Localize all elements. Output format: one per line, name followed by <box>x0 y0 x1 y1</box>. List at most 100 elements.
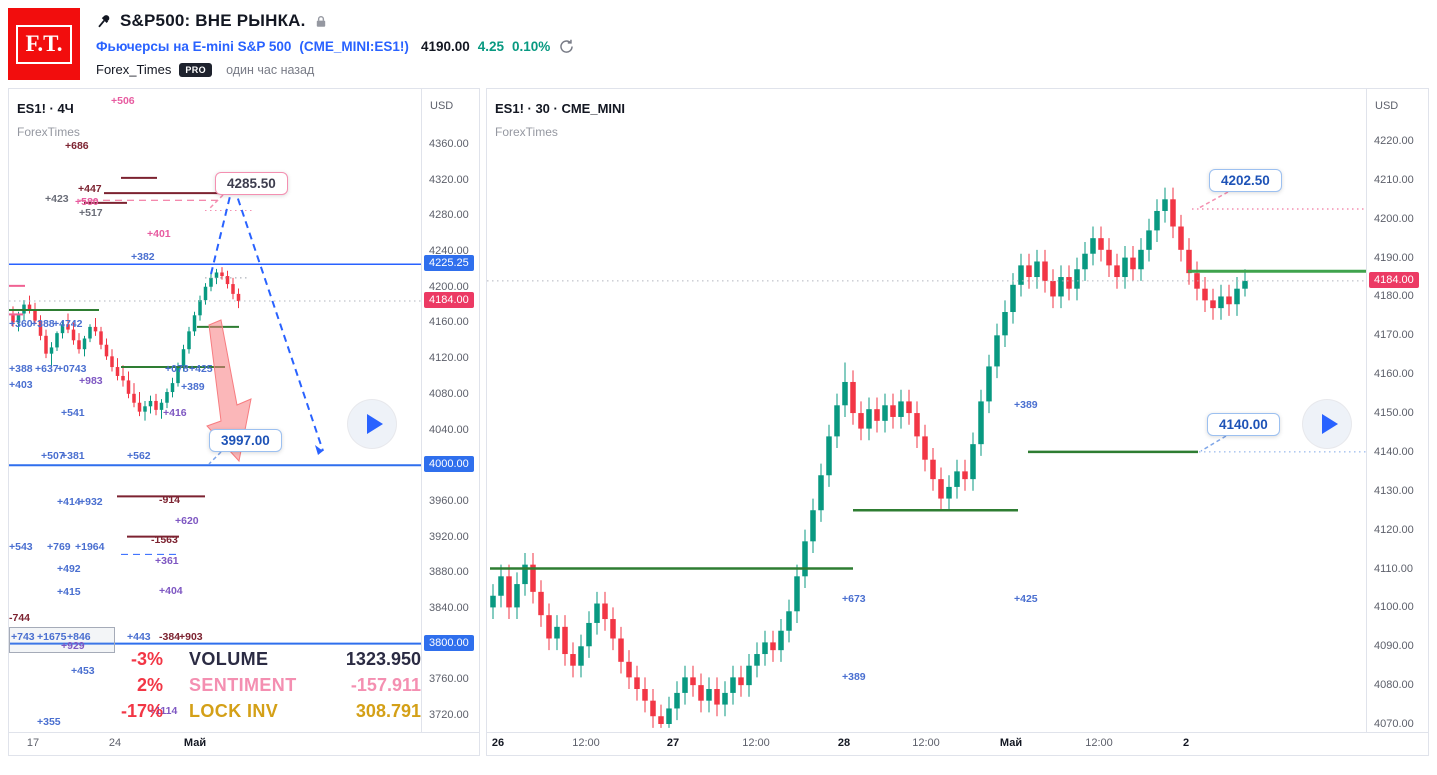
price-callout[interactable]: 3997.00 <box>209 429 282 452</box>
candlestick-chart-4h <box>9 176 422 645</box>
trade-marker-label: +903 <box>179 631 203 643</box>
candle-body <box>562 626 568 655</box>
candle-body <box>666 708 672 724</box>
trade-marker-label: +078 <box>165 363 189 375</box>
trade-marker-label: +382 <box>131 251 155 263</box>
time-axis-tick: 2 <box>1182 737 1190 749</box>
symbol-ticker-link[interactable]: (CME_MINI:ES1!) <box>299 39 409 54</box>
price-tag: 4000.00 <box>424 456 474 473</box>
candle-body <box>498 576 504 596</box>
trade-marker-label: +562 <box>127 450 151 462</box>
trade-marker-label: +425 <box>1014 593 1038 605</box>
symbol-change: 4.25 <box>477 39 505 54</box>
candle-body <box>44 335 48 354</box>
trade-marker-label: +506 <box>111 95 135 107</box>
candle-body <box>626 661 632 678</box>
price-axis-tick: 4220.00 <box>1374 135 1414 147</box>
trade-marker-label: -1563 <box>151 534 178 546</box>
candle-body <box>1074 269 1080 289</box>
candle-body <box>126 380 131 394</box>
candle-body <box>220 272 224 277</box>
candle-body <box>66 324 70 330</box>
candle-body <box>570 654 576 666</box>
candle-body <box>730 677 736 693</box>
candle-body <box>88 326 92 339</box>
candle-body <box>1002 312 1008 336</box>
trade-marker-label: +492 <box>57 563 81 575</box>
price-axis-tick: 4210.00 <box>1374 173 1414 186</box>
candle-body <box>1106 249 1112 266</box>
indicator-stats: -3% VOLUME 1323.950 2% SENTIMENT -157.91… <box>105 649 421 727</box>
trade-marker-label: +983 <box>79 375 103 387</box>
candle-body <box>225 276 230 285</box>
trade-marker-label: +507 <box>41 450 65 462</box>
trade-marker-label: +416 <box>163 407 187 419</box>
time-axis-30m[interactable]: 26 12:00 27 12:00 28 12:00 Май 12:00 2 <box>487 732 1428 755</box>
trade-marker-label: +673 <box>842 593 866 605</box>
play-button[interactable] <box>1303 400 1351 448</box>
trade-marker-label: +0743 <box>57 363 87 375</box>
price-callout[interactable]: 4285.50 <box>215 172 288 195</box>
chart-legend-symbol-4h[interactable]: ES1! · 4Ч <box>17 101 74 116</box>
candle-body <box>530 564 536 592</box>
candle-body <box>514 584 520 608</box>
candle-body <box>890 405 896 417</box>
chart-legend-symbol-30m[interactable]: ES1! · 30 · CME_MINI <box>495 101 626 116</box>
candle-body <box>898 401 904 417</box>
candle-body <box>762 642 768 655</box>
trade-marker-label: -744 <box>9 612 31 624</box>
trade-marker-label: +541 <box>61 407 85 419</box>
candle-body <box>1146 230 1152 250</box>
candle-body <box>115 367 120 376</box>
stat-value: -157.911 <box>350 675 421 695</box>
candle-body <box>490 595 496 608</box>
chart-panel-4h: ES1! · 4Ч ForexTimes -3% VOLUME 1323.950… <box>8 88 480 756</box>
candle-body <box>986 366 992 402</box>
time-axis-tick: 12:00 <box>742 737 770 749</box>
price-axis-4h[interactable]: USD 4360.00 4320.00 4280.00 4240.00 4200.00 4… <box>421 89 479 733</box>
trade-marker-label: +404 <box>159 585 183 597</box>
candle-body <box>1090 238 1096 254</box>
candle-body <box>602 603 608 620</box>
candle-body <box>27 304 32 310</box>
author-name-link[interactable]: Forex_Times <box>96 62 172 77</box>
candle-body <box>618 638 624 662</box>
stat-row-volume: -3% VOLUME 1323.950 <box>105 649 421 675</box>
trade-marker-label: +1114 <box>149 705 178 717</box>
candle-body <box>49 347 54 354</box>
candle-body <box>930 459 936 480</box>
symbol-name-link[interactable]: Фьючерсы на E-mini S&P 500 <box>96 39 292 54</box>
candle-body <box>658 716 664 724</box>
callout-connector <box>1200 435 1227 452</box>
price-axis-tick: 3760.00 <box>429 673 469 686</box>
candle-body <box>1066 277 1072 289</box>
candle-body <box>866 409 872 429</box>
author-logo[interactable]: F.T. <box>8 8 80 80</box>
trade-marker-label: +620 <box>175 515 199 527</box>
candle-body <box>181 349 186 368</box>
trade-marker-label: +360 <box>9 318 33 330</box>
symbol-change-pct: 0.10% <box>512 39 551 54</box>
idea-title: S&P500: ВНЕ РЫНКА. <box>120 11 306 30</box>
candle-body <box>826 436 832 476</box>
price-axis-30m[interactable]: USD 4220.00 4210.00 4200.00 4190.00 4180.00 4… <box>1366 89 1428 733</box>
trade-marker-label: +361 <box>155 555 179 567</box>
price-callout[interactable]: 4202.50 <box>1209 169 1282 192</box>
price-callout[interactable]: 4140.00 <box>1207 413 1280 436</box>
trade-marker-label: +414 <box>57 496 81 508</box>
price-axis-tick: 4190.00 <box>1374 251 1414 264</box>
play-button[interactable] <box>348 400 396 448</box>
price-axis-tick: 4160.00 <box>429 316 469 329</box>
trade-marker-label: +389 <box>842 671 866 683</box>
candle-body <box>754 654 760 666</box>
trade-marker-label: -384 <box>159 631 181 643</box>
candle-body <box>104 344 109 357</box>
candle-body <box>786 611 792 631</box>
candle-body <box>874 409 880 421</box>
refresh-icon[interactable] <box>558 38 575 55</box>
trade-marker-label: +686 <box>65 140 89 152</box>
trade-marker-label: +453 <box>71 665 95 677</box>
candle-body <box>970 444 976 480</box>
time-axis-4h[interactable]: 17 24 Май <box>9 732 479 755</box>
trade-marker-label: +389 <box>1014 399 1038 411</box>
